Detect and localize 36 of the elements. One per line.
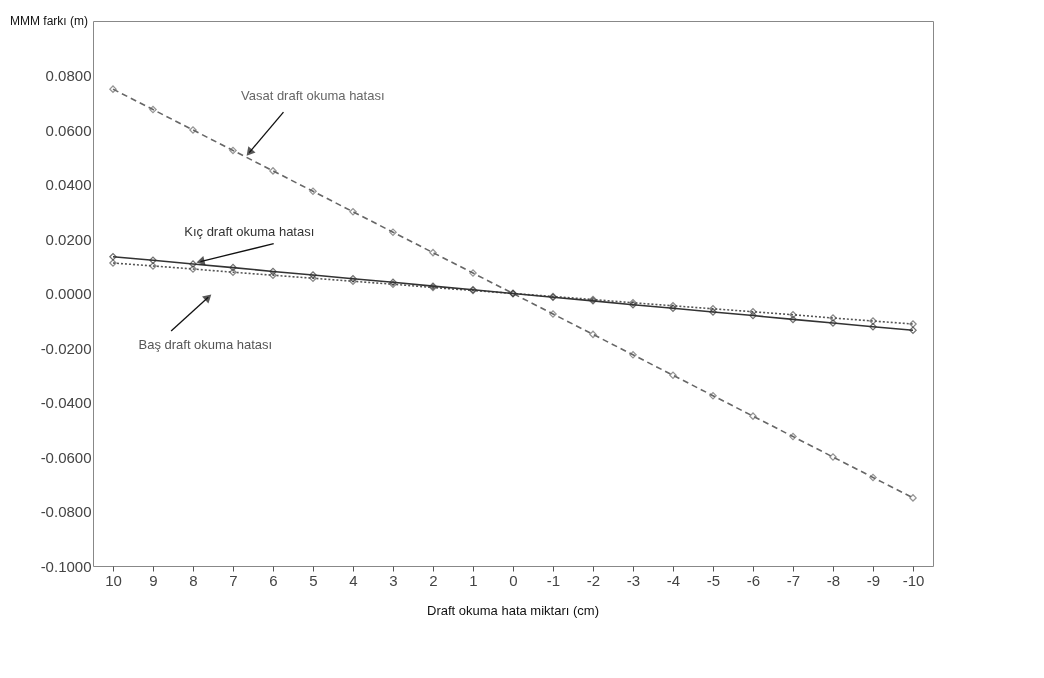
x-tick-label: 7: [229, 571, 238, 589]
x-tick-label: -7: [786, 571, 801, 589]
x-tick-label: 9: [149, 571, 158, 589]
x-tick-label: -6: [746, 571, 761, 589]
x-tick-label: 6: [269, 571, 278, 589]
x-tick-label: 4: [349, 571, 358, 589]
x-tick-label: 10: [105, 571, 122, 589]
x-axis-title: Draft okuma hata miktarı (cm): [427, 603, 599, 618]
text: Vasat draft okuma hatası: [240, 88, 385, 104]
x-tick-label: 2: [429, 571, 438, 589]
y-tick-label: 0.0800: [45, 67, 92, 84]
x-tick-label: 5: [309, 571, 318, 589]
x-tick-label: -8: [826, 571, 841, 589]
y-tick-label: 0.0600: [45, 121, 92, 139]
y-tick-label: -0.1000: [40, 557, 92, 575]
x-tick-label: 1: [469, 571, 478, 589]
x-tick-label: -4: [666, 571, 681, 589]
y-tick-label: 0.0200: [45, 230, 92, 248]
x-tick-label: -3: [626, 571, 641, 589]
y-tick-label: -0.0600: [40, 448, 92, 466]
y-tick-label: 0.0400: [45, 176, 92, 193]
x-tick-label: 8: [189, 571, 198, 589]
x-tick-label: 0: [509, 571, 518, 589]
y-tick-label: -0.0400: [40, 394, 92, 411]
x-tick-label: -10: [902, 571, 925, 589]
text: Baş draft okuma hatası: [138, 337, 273, 353]
x-tick-label: -9: [866, 571, 881, 589]
series-label: Kıç draft okuma hatası: [184, 224, 315, 240]
y-tick-label: -0.0800: [40, 503, 92, 520]
y-axis-title: MMM farkı (m): [10, 14, 88, 28]
x-tick-label: -5: [706, 571, 721, 589]
x-tick-label: 3: [389, 571, 398, 589]
x-tick-label: -1: [546, 571, 561, 589]
y-tick-label: 0.0000: [45, 285, 92, 302]
x-tick-label: -2: [586, 571, 601, 589]
y-tick-label: -0.0200: [40, 339, 92, 357]
